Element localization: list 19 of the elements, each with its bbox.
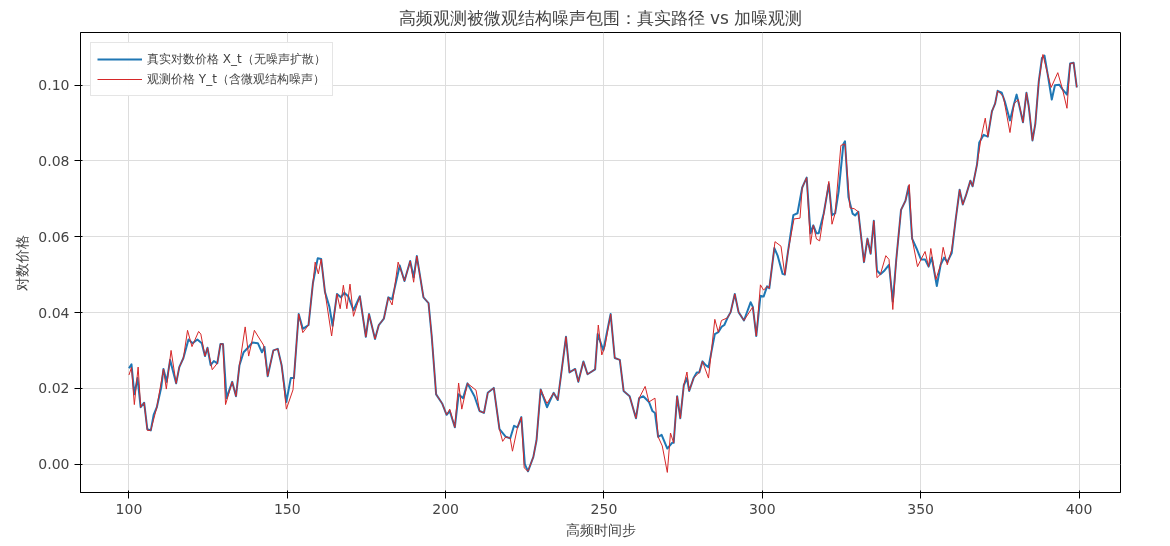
legend-label: 真实对数价格 X_t（无噪声扩散）	[147, 50, 326, 68]
x-tick-label: 400	[1065, 500, 1093, 517]
line-series	[127, 54, 1078, 473]
y-axis-title: 对数价格	[14, 234, 31, 291]
x-tick-label: 300	[748, 500, 776, 517]
x-tick-label: 200	[432, 500, 460, 517]
chart-title: 高频观测被微观结构噪声包围：真实路径 vs 加噪观测	[398, 7, 803, 28]
x-tick-label: 150	[273, 500, 301, 517]
x-axis-title: 高频时间步	[565, 521, 636, 538]
y-tick-label: 0.06	[38, 228, 70, 245]
y-tick-label: 0.08	[38, 152, 70, 169]
y-tick-label: 0.02	[38, 380, 70, 397]
x-tick-label: 350	[907, 500, 935, 517]
x-tick-label: 250	[590, 500, 618, 517]
y-tick-label: 0.04	[38, 304, 70, 321]
y-tick-label: 0.00	[38, 456, 70, 473]
y-tick-label: 0.10	[38, 77, 70, 94]
x-tick-label: 100	[115, 500, 143, 517]
legend-label: 观测价格 Y_t（含微观结构噪声）	[147, 70, 325, 88]
